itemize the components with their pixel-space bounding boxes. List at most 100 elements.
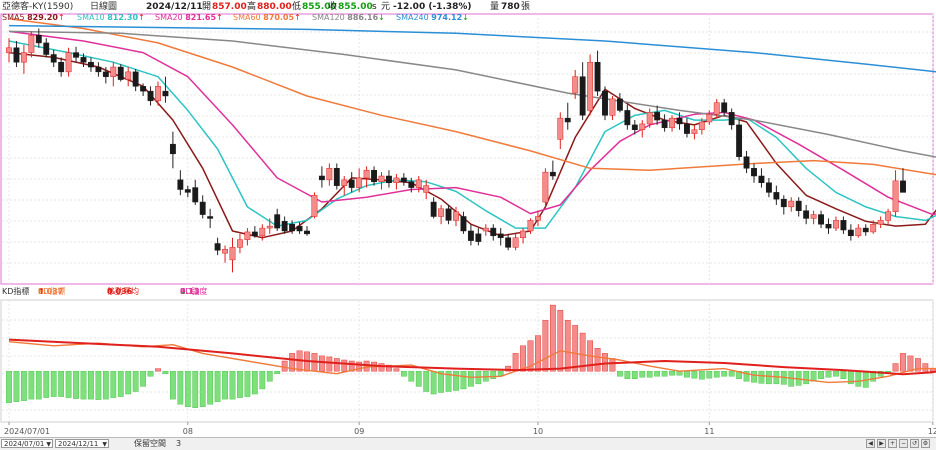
candle-body-up xyxy=(855,227,862,237)
candle-body-down xyxy=(184,189,191,193)
start-date-select[interactable]: 2024/07/01 ▼ xyxy=(1,439,53,448)
ma-name: SMA240 xyxy=(396,13,429,22)
histogram-bar-positive xyxy=(900,353,906,372)
histogram-bar-positive xyxy=(348,360,355,372)
histogram-bar-negative xyxy=(713,370,720,378)
candle xyxy=(251,226,258,238)
arrow-up-icon: ↑ xyxy=(107,287,114,296)
histogram-bar-negative xyxy=(400,370,407,377)
candle-body-up xyxy=(423,185,430,193)
candle-body-down xyxy=(289,223,296,232)
ma-value: 812.30 xyxy=(107,13,139,22)
histogram-bar-negative xyxy=(736,370,742,379)
arrow-up-icon: ↑ xyxy=(138,13,145,22)
candle-body-down xyxy=(73,52,79,58)
histogram-bar-negative xyxy=(222,370,228,400)
reset-view-button[interactable]: ↺ xyxy=(910,439,919,448)
candle xyxy=(803,204,810,225)
histogram-bar-positive xyxy=(892,363,899,372)
histogram-bar-negative xyxy=(177,370,184,405)
candle xyxy=(877,216,884,229)
candle xyxy=(594,50,601,96)
histogram-bar-positive xyxy=(386,364,392,372)
series-value: 0.036 xyxy=(107,287,133,296)
candle-body-up xyxy=(237,239,243,248)
candle xyxy=(117,64,124,82)
keep-interval-value[interactable]: 3 xyxy=(176,439,182,448)
histogram-bar-positive xyxy=(602,353,608,372)
candle-body-down xyxy=(95,66,102,73)
candle xyxy=(773,185,780,205)
end-date-select[interactable]: 2024/12/11 ▼ xyxy=(55,439,109,448)
candle xyxy=(430,197,437,219)
settings-button[interactable]: ⚙ xyxy=(921,439,930,448)
candle-body-down xyxy=(579,76,586,116)
histogram-bar-positive xyxy=(341,359,348,372)
ma-line-sma60 xyxy=(8,18,936,176)
candle-body-down xyxy=(88,61,94,68)
candle xyxy=(706,110,713,125)
candle xyxy=(318,166,325,188)
candle xyxy=(490,224,497,241)
candle xyxy=(6,38,12,63)
candle xyxy=(214,237,221,256)
candle xyxy=(721,98,728,116)
ma-value: 870.05 xyxy=(263,13,295,22)
histogram-bar-negative xyxy=(661,370,668,377)
candle-body-down xyxy=(862,227,869,233)
candle-body-down xyxy=(497,233,504,238)
candle-body-down xyxy=(214,243,221,251)
candle-body-down xyxy=(661,119,668,129)
candle xyxy=(639,120,646,138)
candle xyxy=(177,170,184,196)
candle xyxy=(587,54,594,116)
ma-legend-sma60: SMA60 870.05↑ xyxy=(233,12,301,24)
candle xyxy=(460,211,467,234)
histogram-bar-positive xyxy=(549,304,556,372)
candle-body-up xyxy=(65,52,72,73)
ma-name: SMA10 xyxy=(77,13,105,22)
candle xyxy=(512,233,519,251)
zoom-in-button[interactable]: + xyxy=(888,439,897,448)
candle-body-up xyxy=(266,225,273,229)
candle-body-down xyxy=(132,71,139,87)
end-date-value: 2024/12/11 xyxy=(58,440,99,448)
candle-body-down xyxy=(549,171,556,177)
candle xyxy=(497,228,504,246)
candle-body-down xyxy=(818,214,824,225)
chevron-down-icon: ▼ xyxy=(102,441,107,448)
candle xyxy=(661,114,668,132)
candle-body-up xyxy=(415,179,422,188)
scroll-right-button[interactable]: ▶ xyxy=(877,439,886,448)
candle-body-up xyxy=(311,195,318,217)
candle xyxy=(88,57,94,72)
candle xyxy=(602,86,608,121)
candle-body-down xyxy=(58,61,65,73)
candle xyxy=(132,68,139,92)
histogram-bar-negative xyxy=(21,370,27,401)
candle-body-down xyxy=(386,175,392,183)
candle-body-down xyxy=(177,179,184,190)
candle xyxy=(579,62,586,121)
histogram-bar-negative xyxy=(751,370,757,383)
histogram-bar-positive xyxy=(907,355,914,372)
histogram-bar-negative xyxy=(728,370,735,377)
candle xyxy=(371,166,377,186)
candle xyxy=(810,210,817,225)
candle xyxy=(765,177,772,198)
zoom-out-button[interactable]: − xyxy=(899,439,908,448)
candle xyxy=(751,163,757,183)
candle-body-down xyxy=(162,90,169,97)
candle-body-down xyxy=(564,117,571,123)
candle xyxy=(870,220,877,234)
candle xyxy=(333,163,340,190)
histogram-bar-positive xyxy=(594,348,601,372)
ma-name: SMA60 xyxy=(233,13,261,22)
candle-body-down xyxy=(408,181,415,188)
candle xyxy=(13,41,20,68)
candle xyxy=(95,62,102,77)
reset-icon: ↺ xyxy=(911,440,918,447)
high-label: 高 xyxy=(247,2,257,12)
scroll-left-button[interactable]: ◀ xyxy=(866,439,875,448)
histogram-bar-negative xyxy=(691,370,698,379)
